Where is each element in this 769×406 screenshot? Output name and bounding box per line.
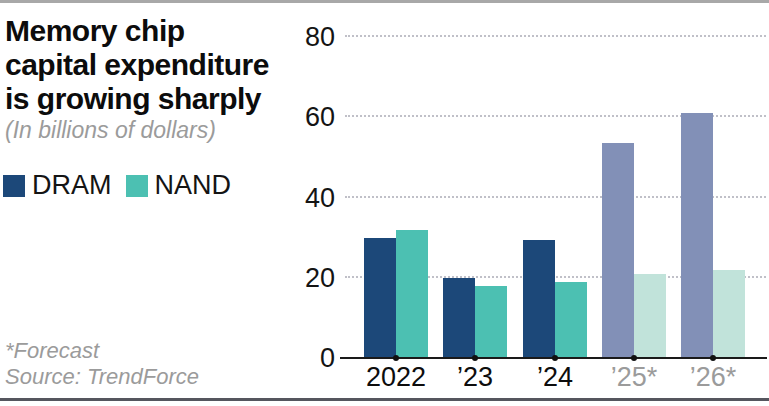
bar-chart: 0204060802022’23’24’25*’26* [0, 0, 769, 406]
bar-nand-25 [634, 274, 666, 358]
y-axis-label-0: 0 [280, 343, 335, 373]
gridline-80 [345, 35, 766, 37]
bar-dram-23 [443, 278, 475, 358]
axis-tick-dot [631, 355, 637, 361]
bar-nand-2022 [396, 230, 428, 358]
y-axis-label-80: 80 [280, 22, 335, 52]
bar-dram-24 [523, 240, 555, 358]
bar-dram-25 [602, 143, 634, 358]
axis-tick-dot [472, 355, 478, 361]
bar-nand-26 [713, 270, 745, 358]
bottom-divider [0, 398, 769, 401]
bar-nand-24 [555, 282, 587, 358]
y-axis-label-20: 20 [280, 263, 335, 293]
y-axis-label-40: 40 [280, 183, 335, 213]
x-axis-label-26: ’26* [653, 362, 769, 393]
y-axis-label-60: 60 [280, 102, 335, 132]
infographic-root: Memory chip capital expenditure is growi… [0, 0, 769, 406]
bar-dram-2022 [364, 238, 396, 358]
axis-tick-dot [552, 355, 558, 361]
bar-dram-26 [681, 113, 713, 358]
axis-tick-dot [393, 355, 399, 361]
bar-nand-23 [475, 286, 507, 358]
axis-tick-dot [710, 355, 716, 361]
